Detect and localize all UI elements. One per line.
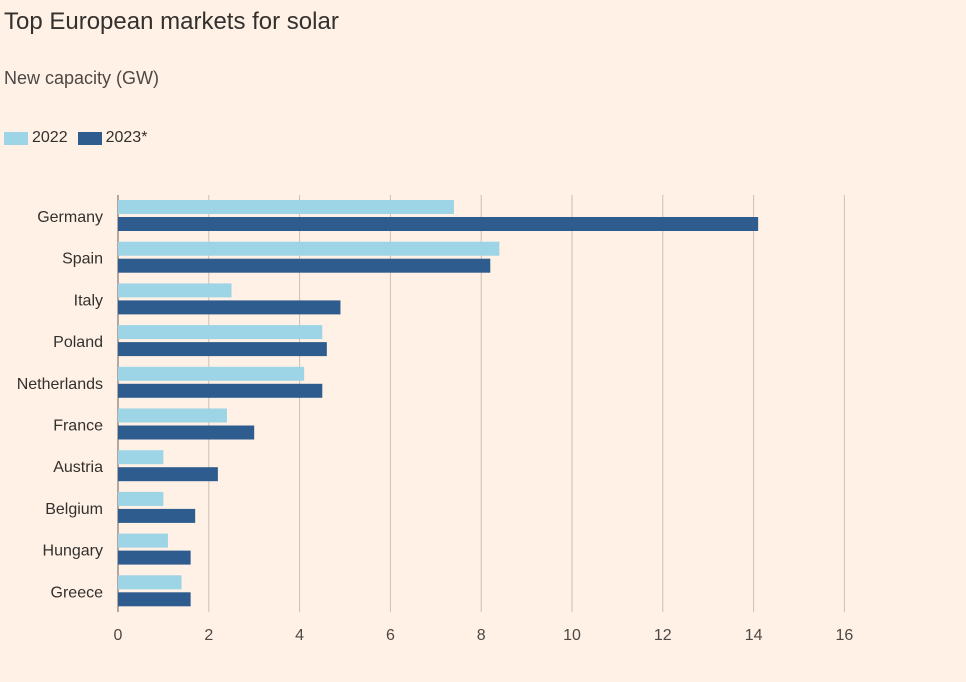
chart-subtitle: New capacity (GW) (4, 68, 160, 88)
x-tick-label: 16 (836, 627, 854, 644)
category-label: Germany (37, 209, 103, 226)
legend-label-2022: 2022 (32, 129, 68, 146)
legend-swatch-2022 (4, 131, 28, 145)
category-label: Hungary (43, 543, 103, 560)
legend-item-2022: 2022 (4, 129, 68, 147)
x-tick-label: 12 (654, 627, 672, 644)
bar (118, 283, 232, 298)
legend: 2022 2023* (4, 129, 157, 147)
category-label: Poland (53, 334, 103, 351)
legend-label-2023: 2023* (105, 129, 148, 146)
bar (118, 383, 323, 398)
bar (118, 217, 759, 231)
bar (118, 575, 182, 590)
bar (118, 258, 491, 273)
bar (118, 408, 227, 423)
bar (118, 241, 500, 256)
bar (118, 425, 255, 440)
bar (118, 491, 164, 506)
bar (118, 325, 323, 340)
category-label: Greece (51, 584, 104, 601)
bar (118, 533, 168, 548)
bar (118, 508, 196, 523)
category-label: Austria (53, 459, 103, 476)
bar (118, 366, 305, 381)
bar (118, 300, 341, 315)
category-label: France (53, 418, 103, 435)
category-label: Netherlands (17, 376, 103, 393)
chart-title: Top European markets for solar (4, 8, 339, 35)
legend-item-2023: 2023* (77, 129, 148, 147)
x-tick-label: 6 (386, 627, 395, 644)
x-tick-label: 10 (563, 627, 581, 644)
x-tick-label: 0 (114, 627, 123, 644)
x-tick-label: 14 (745, 627, 763, 644)
x-tick-label: 2 (204, 627, 213, 644)
bar (118, 592, 191, 607)
legend-swatch-2023 (77, 131, 102, 145)
category-label: Spain (62, 251, 103, 268)
bar (118, 550, 191, 565)
category-label: Belgium (45, 501, 103, 518)
bar (118, 200, 454, 214)
bar (118, 342, 327, 357)
bar (118, 450, 164, 465)
x-tick-label: 4 (295, 627, 304, 644)
category-label: Italy (74, 292, 103, 309)
bar (118, 467, 218, 482)
x-tick-label: 8 (477, 627, 486, 644)
